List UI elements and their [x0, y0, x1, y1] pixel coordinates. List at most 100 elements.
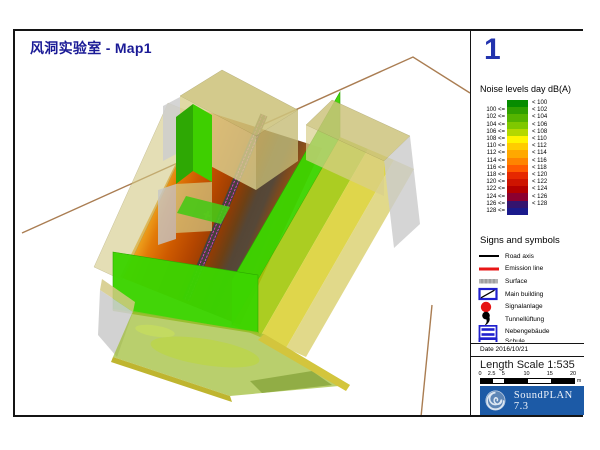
legend-row: 128 <= [479, 207, 547, 215]
signal-icon [480, 301, 492, 312]
scale-tick-label: 20 [569, 371, 577, 377]
legend-range-to: < 100 [532, 100, 548, 107]
scale-bar [480, 378, 575, 384]
symbol-label: Road axis [505, 252, 534, 260]
legend-range-to: < 118 [532, 164, 547, 171]
separator-line [471, 356, 584, 357]
legend-color-swatch [507, 114, 528, 122]
symbol-row: Tunnellüftung [478, 311, 578, 327]
legend-range-from: 106 <= [486, 128, 505, 135]
scale-bar-segment [492, 379, 505, 383]
symbol-row: Main building [478, 287, 578, 301]
symbol-icon-cell [478, 311, 505, 327]
legend-range-to: < 112 [532, 143, 547, 150]
scale-bar-segment [527, 379, 551, 383]
legend-row: 120 <= < 122 [479, 179, 548, 187]
symbol-label: Main building [505, 290, 544, 298]
legend-range-to: < 114 [532, 150, 547, 157]
green-tower [158, 104, 230, 245]
legend-range-from: 124 <= [486, 193, 505, 200]
length-scale-label: Length Scale 1:535 [480, 359, 575, 371]
legend-color-swatch [507, 193, 528, 201]
legend-row: < 100 [479, 100, 548, 108]
legend-color-swatch [507, 100, 528, 108]
legend-row: 104 <= < 106 [479, 121, 547, 129]
legend-range-from: 102 <= [486, 114, 505, 121]
scale-bar-ticks: 0 2.5 5 10 15 20 [478, 371, 580, 377]
legend-range-to: < 104 [532, 114, 548, 121]
symbol-icon-cell [478, 274, 505, 288]
scale-bar-segment [481, 379, 493, 383]
surface-icon [479, 279, 498, 284]
legend-color-swatch [507, 179, 528, 187]
symbol-label: Emission line [505, 265, 544, 273]
legend-color-swatch [507, 143, 528, 151]
scale-tick-label: 0 [478, 371, 482, 377]
legend-row: 124 <= < 126 [479, 193, 548, 201]
legend-row: 118 <= < 120 [479, 171, 548, 180]
legend-color-swatch [507, 157, 528, 165]
legend-row: 116 <= < 118 [479, 164, 547, 172]
legend-range-from: 114 <= [486, 157, 505, 164]
legend-range-from: 110 <= [486, 143, 505, 150]
scale-unit: m [577, 378, 582, 384]
scale-tick-label: 5 [501, 371, 505, 377]
symbol-row: Signalanlage [478, 300, 578, 313]
legend-range-to: < 120 [532, 171, 548, 178]
symbol-row: Road axis [478, 250, 578, 263]
map-number: 1 [484, 33, 501, 66]
symbol-icon-cell [478, 262, 505, 276]
symbol-icon-cell [478, 287, 505, 301]
legend-color-swatch [507, 207, 528, 215]
soundplan-spiral-icon [485, 390, 506, 411]
ground-slab [111, 311, 350, 402]
symbol-label: Schule [505, 338, 525, 343]
legend-range-to: < 102 [532, 107, 548, 114]
legend-range-from: 120 <= [486, 179, 505, 186]
page-title: 风洞实验室 - Map1 [30, 40, 152, 56]
symbol-label: Surface [505, 277, 528, 285]
legend-range-from: 116 <= [486, 164, 505, 171]
noise-legend-title: Noise levels day dB(A) [480, 84, 572, 94]
legend-color-swatch [507, 171, 528, 180]
legend-range-to: < 122 [532, 179, 548, 186]
symbol-label: Nebengebäude [505, 328, 550, 336]
legend-color-swatch [507, 200, 528, 208]
legend-color-swatch [507, 128, 528, 136]
legend-row: 122 <= < 124 [479, 186, 548, 194]
legend-range-from: 128 <= [486, 207, 505, 214]
left-end-cap [98, 279, 135, 357]
legend-color-swatch [507, 150, 528, 158]
legend-color-swatch [507, 107, 528, 115]
legend-color-swatch [507, 121, 528, 129]
separator-line [471, 343, 584, 344]
symbol-icon-cell [478, 300, 505, 314]
date-label: Date 2016/10/21 [480, 346, 529, 353]
legend-range-from: 104 <= [486, 121, 505, 128]
legend-row: 112 <= < 114 [479, 150, 547, 158]
legend-color-swatch [507, 135, 528, 144]
symbol-row: Nebengebäude [478, 324, 578, 339]
legend-range-to: < 126 [532, 193, 548, 200]
legend-range-to: < 124 [532, 186, 548, 193]
legend-row: 106 <= < 108 [479, 128, 547, 136]
scale-bar-segment [550, 379, 574, 383]
soundplan-logo-text: SoundPLAN 7.3 [513, 389, 573, 412]
emission-line-icon [479, 267, 499, 271]
legend-range-from: 112 <= [486, 150, 505, 157]
scale-bar-segment [504, 379, 528, 383]
legend-range-from: 100 <= [486, 107, 505, 114]
legend-row: 100 <= < 102 [479, 107, 548, 115]
annex-building-icon [478, 324, 498, 339]
school-icon [478, 338, 498, 343]
legend-row: 108 <= < 110 [479, 135, 547, 144]
scale-tick-label: 2.5 [487, 371, 496, 377]
symbol-label: Signalanlage [505, 303, 543, 311]
symbols-list: Road axis Emission line Surface Main buildi… [478, 250, 578, 343]
soundplan-logo: SoundPLAN 7.3 [480, 386, 584, 415]
symbol-label: Tunnellüftung [505, 315, 545, 323]
noise-legend-scale: < 100 100 <= < 102 102 <= < 104 104 <= < 106 10… [479, 100, 547, 215]
legend-range-to: < 110 [532, 136, 547, 143]
symbol-row: Surface [478, 275, 578, 288]
